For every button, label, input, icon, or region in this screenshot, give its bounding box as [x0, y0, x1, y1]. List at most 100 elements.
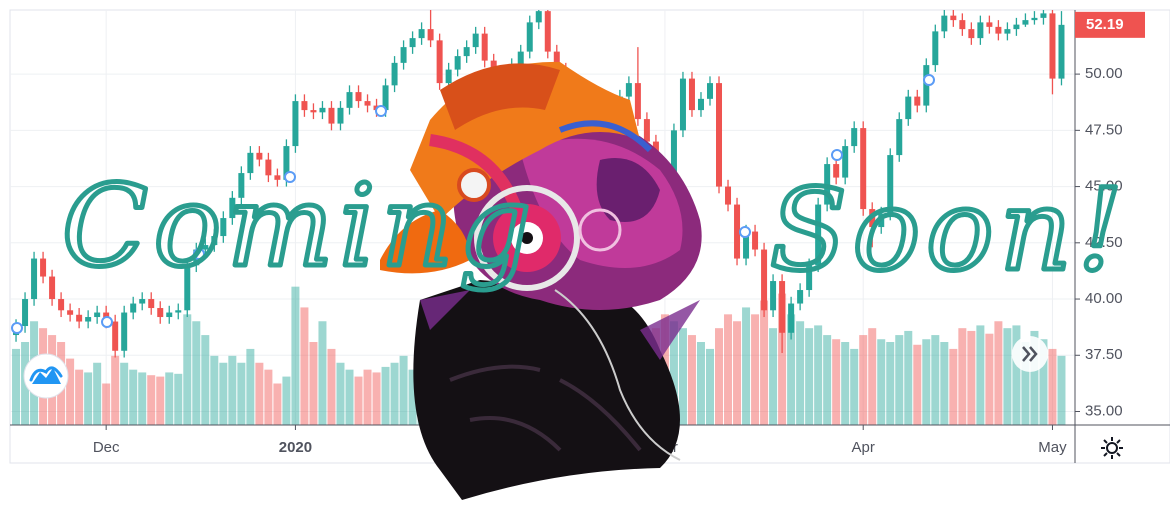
volume-bar: [1057, 355, 1066, 425]
candle-body: [688, 78, 695, 111]
volume-bar: [273, 383, 282, 425]
candle-body: [1040, 13, 1047, 18]
volume-bar: [354, 376, 363, 425]
volume-bar: [111, 355, 120, 425]
candle-body: [779, 281, 786, 333]
volume-bar: [120, 362, 129, 425]
event-markers: [11, 74, 935, 334]
volume-bar: [102, 383, 111, 425]
candle-body: [950, 15, 957, 21]
candle-body: [247, 152, 254, 174]
candle-body: [112, 321, 119, 351]
candle-body: [986, 22, 993, 27]
event-marker: [375, 105, 387, 117]
event-marker: [11, 322, 23, 334]
volume-bar: [778, 293, 787, 425]
volume-bar: [291, 286, 300, 425]
volume-bar: [318, 321, 327, 425]
volume-bar: [805, 328, 814, 425]
candle-body: [878, 213, 885, 228]
volume-bar: [399, 355, 408, 425]
volume-bar: [949, 348, 958, 425]
y-tick-label: 35.00: [1085, 402, 1123, 419]
candle-body: [797, 290, 804, 304]
candle-body: [58, 299, 65, 311]
candle-body: [157, 308, 164, 318]
scroll-right-button[interactable]: [1012, 336, 1048, 372]
volume-bar: [66, 358, 75, 425]
candle-body: [31, 258, 38, 300]
candle-body: [85, 317, 92, 322]
candle-body: [418, 29, 425, 39]
candle-body: [148, 299, 155, 309]
candle-body: [301, 101, 308, 111]
candle-body: [716, 83, 723, 187]
x-tick-label: 2020: [279, 439, 312, 456]
volume-bar: [994, 321, 1003, 425]
candle-body: [1058, 24, 1065, 79]
volume-bar: [390, 362, 399, 425]
candle-body: [67, 310, 74, 315]
candle-body: [851, 128, 858, 147]
x-tick-label: May: [1038, 439, 1067, 456]
volume-bar: [895, 335, 904, 425]
candle-body: [274, 175, 281, 180]
candle-body: [382, 85, 389, 111]
candle-body: [40, 258, 47, 277]
volume-bar: [345, 369, 354, 425]
candle-body: [1004, 29, 1011, 34]
candle-body: [535, 11, 542, 23]
volume-bar: [210, 355, 219, 425]
candle-body: [94, 312, 101, 318]
x-tick-label: Apr: [852, 439, 875, 456]
candle-body: [265, 159, 272, 176]
candle-body: [328, 107, 335, 124]
volume-bar: [751, 314, 760, 425]
volume-bar: [282, 376, 291, 425]
candle-body: [815, 204, 822, 266]
candle-body: [887, 155, 894, 214]
volume-bar: [760, 300, 769, 425]
candle-body: [634, 83, 641, 120]
candle-body: [517, 51, 524, 66]
candle-body: [941, 15, 948, 32]
candle-body: [355, 92, 362, 102]
candle-body: [391, 62, 398, 86]
volume-bar: [363, 369, 372, 425]
volume-bar: [967, 330, 976, 425]
candle-body: [463, 47, 470, 57]
volume-bar: [976, 325, 985, 425]
volume-bar: [985, 333, 994, 425]
volume-bar: [931, 335, 940, 425]
candle-body: [743, 231, 750, 259]
last-price-badge: [1075, 11, 1145, 38]
event-marker: [923, 74, 935, 86]
volume-bar: [264, 369, 273, 425]
overlay-text: Coming: [62, 162, 537, 292]
volume-bar: [958, 328, 967, 425]
volume-bar: [246, 348, 255, 425]
candle-body: [869, 209, 876, 228]
volume-bar: [904, 330, 913, 425]
candle-body: [896, 119, 903, 156]
candle-body: [670, 130, 677, 183]
volume-bar: [408, 369, 417, 425]
candle-body: [454, 56, 461, 70]
candle-body: [914, 96, 921, 106]
volume-bar: [724, 314, 733, 425]
volume-bar: [156, 376, 165, 425]
logo-button[interactable]: [23, 353, 69, 399]
settings-button[interactable]: [1101, 437, 1123, 459]
volume-bar: [796, 321, 805, 425]
candle-body: [364, 101, 371, 106]
candle-body: [346, 92, 353, 108]
volume-bar: [192, 321, 201, 425]
candle-body: [806, 265, 813, 291]
volume-bar: [1030, 330, 1039, 425]
candle-body: [526, 22, 533, 52]
candle-body: [761, 249, 768, 311]
volume-bar: [300, 307, 309, 425]
candle-body: [256, 152, 263, 160]
volume-bar: [787, 314, 796, 425]
candle-body: [445, 69, 452, 84]
